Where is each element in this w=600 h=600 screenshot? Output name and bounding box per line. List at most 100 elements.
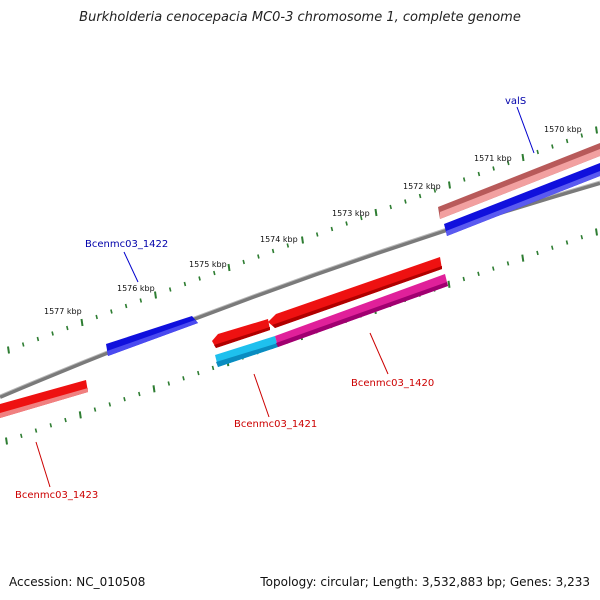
- inner-scale-tick: [477, 271, 480, 276]
- inner-scale-tick: [447, 280, 451, 288]
- outer-scale-tick: [286, 243, 290, 248]
- inner-scale-tick: [492, 266, 495, 271]
- gene-forward-large[interactable]: [268, 257, 442, 328]
- scale-label-1573: 1573 kbp: [332, 209, 370, 218]
- inner-scale-tick: [197, 370, 200, 376]
- scale-label-1572: 1572 kbp: [403, 182, 441, 191]
- outer-scale-tick: [51, 331, 54, 336]
- outer-scale-tick: [154, 291, 157, 299]
- outer-scale-tick: [462, 177, 466, 182]
- outer-scale-tick: [242, 259, 245, 265]
- outer-scale-tick: [21, 342, 25, 347]
- outer-scale-tick: [448, 181, 451, 189]
- inner-scale-tick: [211, 365, 215, 371]
- inner-scale-tick: [565, 240, 569, 245]
- outer-scale-tick: [139, 298, 143, 303]
- gene-bcenmc03-1423[interactable]: [0, 380, 88, 418]
- inner-scale-tick: [138, 391, 141, 397]
- outer-scale-tick: [301, 236, 304, 244]
- scale-label-1576: 1576 kbp: [117, 284, 155, 293]
- outer-scale-tick: [345, 221, 348, 226]
- outer-scale-tick: [404, 199, 407, 204]
- outer-scale-tick: [477, 171, 481, 177]
- gene-valS[interactable]: [438, 143, 600, 219]
- outer-scale-tick: [36, 336, 40, 342]
- inner-scale-tick: [551, 245, 554, 250]
- outer-scale-tick: [389, 204, 392, 210]
- scale-label-1577: 1577 kbp: [44, 307, 82, 316]
- outer-scale-tick: [565, 138, 569, 144]
- gene-reverse-upper[interactable]: [444, 163, 600, 236]
- label-bcenmc03-1421[interactable]: Bcenmc03_1421: [234, 419, 317, 430]
- map-title: Burkholderia cenocepacia MC0-3 chromosom…: [79, 10, 521, 25]
- label-bcenmc03-1420[interactable]: Bcenmc03_1420: [351, 378, 434, 389]
- inner-scale-tick: [506, 261, 510, 266]
- outer-scale-tick: [95, 314, 98, 320]
- outer-scale-tick: [360, 215, 363, 221]
- outer-scale-tick: [521, 153, 525, 162]
- scale-label-1574: 1574 kbp: [260, 235, 298, 244]
- inner-scale-tick: [20, 433, 23, 438]
- outer-scale-tick: [110, 309, 113, 314]
- gene-bcenmc03-1422[interactable]: [106, 316, 198, 356]
- outer-scale-tick: [227, 263, 231, 272]
- accession-text: Accession: NC_010508: [9, 575, 146, 589]
- outer-scale-tick: [433, 188, 437, 193]
- outer-scale-tick: [213, 270, 216, 276]
- leader-valS: [516, 106, 535, 154]
- outer-scale-tick: [315, 232, 319, 237]
- outer-scale-tick: [551, 144, 554, 149]
- inner-scale-tick: [462, 276, 466, 282]
- outer-scale-tick: [330, 226, 334, 232]
- outer-scale-tick: [198, 276, 201, 281]
- chromosome-backbone: [0, 181, 600, 399]
- inner-scale-tick: [182, 376, 185, 381]
- outer-scale-tick: [492, 166, 495, 171]
- inner-scale-tick: [93, 407, 97, 412]
- outer-scale-tick: [80, 318, 84, 327]
- gene-bcenmc03-1421-cyan[interactable]: [215, 336, 278, 367]
- inner-scale-tick: [64, 417, 67, 423]
- outer-scale-tick: [595, 126, 598, 134]
- scale-label-1571: 1571 kbp: [474, 154, 512, 163]
- inner-scale-tick: [123, 397, 126, 402]
- gene-bcenmc03-1420[interactable]: [275, 274, 448, 347]
- inner-scale-tick: [34, 428, 38, 433]
- outer-scale-tick: [580, 133, 584, 138]
- inner-scale-tick: [108, 402, 112, 407]
- outer-scale-tick: [507, 160, 510, 166]
- inner-scale-tick: [152, 385, 156, 393]
- outer-scale-tick: [418, 193, 422, 199]
- inner-scale-tick: [595, 228, 598, 236]
- leader-bcenmc03-1421: [253, 373, 270, 418]
- outer-scale-tick: [374, 208, 378, 217]
- leader-bcenmc03-1423: [35, 441, 51, 488]
- label-bcenmc03-1423[interactable]: Bcenmc03_1423: [15, 490, 98, 501]
- inner-scale-tick: [5, 437, 8, 445]
- inner-scale-tick: [49, 423, 53, 428]
- leader-bcenmc03-1422: [123, 251, 139, 283]
- outer-scale-tick: [124, 303, 128, 309]
- outer-scale-tick: [168, 287, 172, 292]
- outer-scale-tick: [183, 281, 187, 287]
- label-valS[interactable]: valS: [505, 96, 526, 107]
- scale-label-1570: 1570 kbp: [544, 125, 582, 134]
- gene-bcenmc03-1421-red[interactable]: [212, 319, 270, 348]
- leader-bcenmc03-1420: [369, 332, 389, 375]
- label-bcenmc03-1422[interactable]: Bcenmc03_1422: [85, 239, 168, 250]
- outer-scale-tick: [7, 346, 10, 354]
- topology-text: Topology: circular; Length: 3,532,883 bp…: [260, 575, 590, 589]
- chromosome-backbone-highlight: [0, 180, 600, 396]
- inner-scale-tick: [78, 411, 82, 419]
- outer-scale-tick: [271, 248, 275, 254]
- inner-scale-tick: [521, 254, 525, 262]
- outer-tick-row: [7, 126, 598, 354]
- inner-scale-tick: [580, 235, 584, 240]
- scale-label-1575: 1575 kbp: [189, 260, 227, 269]
- inner-scale-tick: [536, 250, 539, 256]
- outer-scale-tick: [66, 325, 69, 331]
- outer-scale-tick: [536, 149, 539, 155]
- inner-scale-tick: [167, 381, 171, 386]
